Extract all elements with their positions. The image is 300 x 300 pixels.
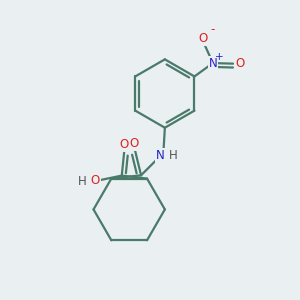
Text: +: +	[215, 52, 224, 61]
Text: H: H	[78, 175, 86, 188]
Text: H: H	[169, 149, 177, 162]
Text: O: O	[90, 174, 100, 187]
Text: O: O	[235, 57, 244, 70]
Text: O: O	[199, 32, 208, 45]
Text: O: O	[129, 137, 138, 150]
Text: N: N	[156, 149, 165, 162]
Text: N: N	[208, 57, 217, 70]
Text: O: O	[119, 139, 129, 152]
Text: -: -	[211, 23, 215, 36]
